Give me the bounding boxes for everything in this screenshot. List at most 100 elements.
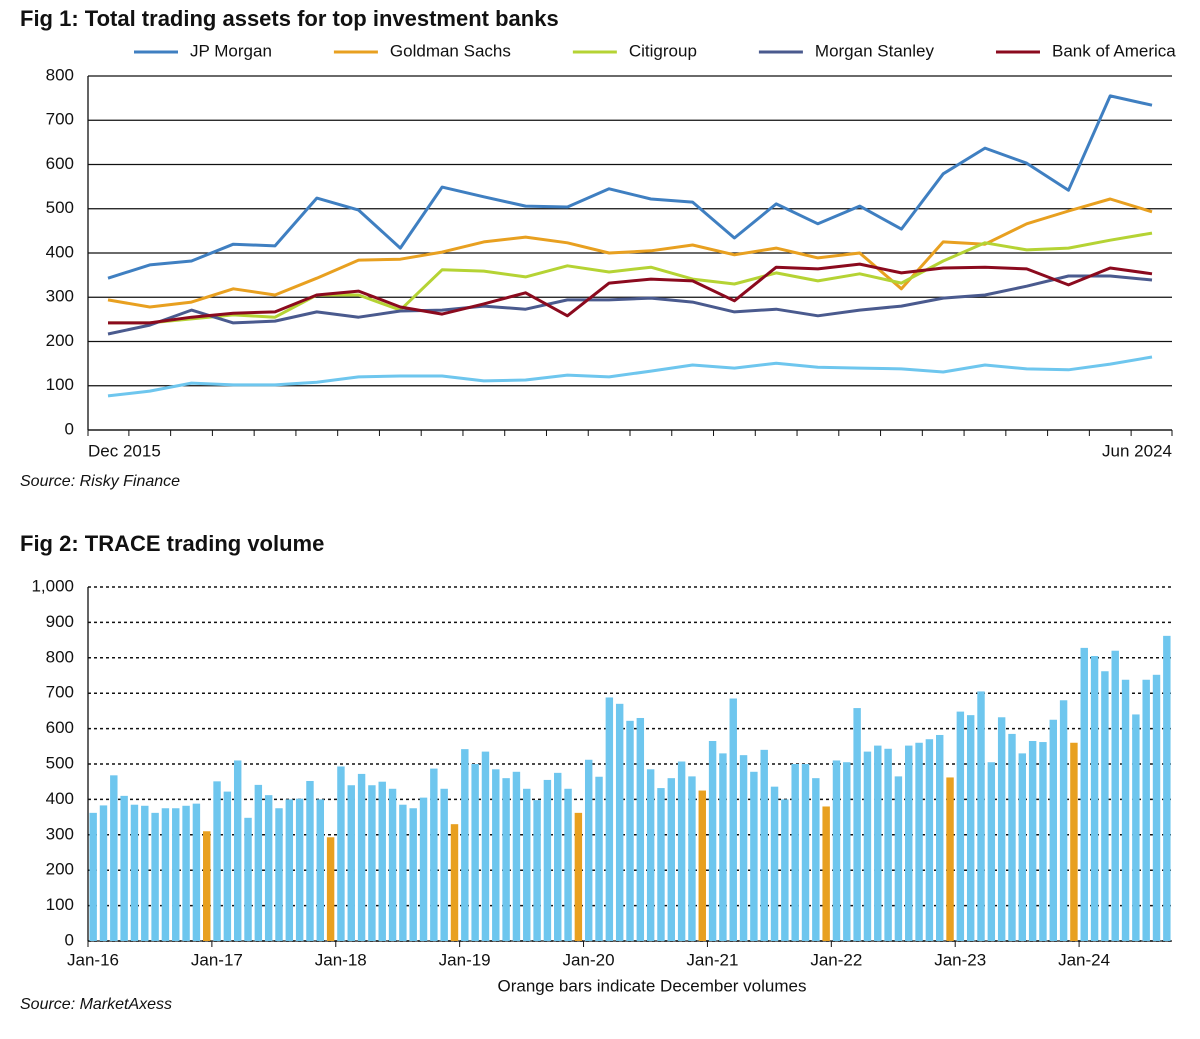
- bar: [657, 788, 665, 941]
- bar: [853, 708, 861, 941]
- bar: [512, 771, 521, 941]
- bar: [822, 806, 830, 941]
- bar: [110, 775, 118, 941]
- bar: [141, 805, 149, 941]
- bar: [1163, 635, 1171, 941]
- bar: [533, 800, 541, 941]
- y-tick-label: 200: [46, 331, 74, 350]
- bar: [1039, 742, 1047, 941]
- bar: [750, 771, 758, 941]
- y-tick-label: 700: [46, 110, 74, 129]
- bar: [698, 790, 706, 941]
- bar: [388, 788, 397, 941]
- bar: [182, 805, 190, 941]
- bar: [595, 776, 603, 941]
- bar: [461, 749, 469, 941]
- bar: [781, 799, 789, 941]
- chart-title: Fig 2: TRACE trading volume: [20, 531, 324, 556]
- bar: [719, 753, 727, 941]
- x-tick-label: Jan-18: [315, 950, 367, 969]
- legend-label: Goldman Sachs: [390, 41, 511, 60]
- bar: [337, 766, 345, 941]
- x-tick-label: Jan-24: [1058, 950, 1110, 969]
- legend-label: Bank of America: [1052, 41, 1176, 60]
- bar: [894, 776, 903, 941]
- y-tick-label: 700: [46, 683, 74, 702]
- line-series: [108, 231, 1153, 325]
- bar: [708, 740, 717, 941]
- bar: [492, 769, 500, 941]
- bar: [275, 808, 283, 941]
- bar: [368, 785, 376, 941]
- bar: [264, 795, 273, 941]
- bar: [946, 777, 954, 941]
- bar: [378, 781, 386, 941]
- bar: [120, 795, 128, 941]
- bar: [605, 697, 614, 941]
- bar: [285, 799, 294, 941]
- y-tick-label: 500: [46, 198, 74, 217]
- bar: [99, 805, 108, 941]
- bar: [1101, 671, 1109, 941]
- bar: [905, 745, 913, 941]
- y-tick-label: 900: [46, 612, 74, 631]
- bar: [646, 769, 655, 941]
- line-series: [108, 262, 1153, 325]
- bar: [306, 780, 314, 941]
- bar: [997, 717, 1006, 941]
- bar: [791, 764, 799, 941]
- bar: [1018, 753, 1027, 941]
- bar: [760, 749, 768, 941]
- bar: [192, 803, 201, 941]
- y-tick-label: 800: [46, 65, 74, 84]
- x-tick-label: Dec 2015: [88, 441, 161, 460]
- bar: [1142, 679, 1150, 941]
- x-tick-label: Jan-22: [810, 950, 862, 969]
- y-tick-label: 400: [46, 242, 74, 261]
- bar: [244, 817, 252, 941]
- bar: [832, 760, 841, 941]
- y-tick-label: 100: [46, 895, 74, 914]
- legend-label: Morgan Stanley: [815, 41, 935, 60]
- bar: [966, 715, 975, 941]
- bar: [357, 773, 366, 941]
- x-tick-label: Jan-16: [67, 950, 119, 969]
- bar: [688, 776, 696, 941]
- legend-label: Citigroup: [629, 41, 697, 60]
- bar: [636, 717, 645, 941]
- bar: [233, 760, 242, 941]
- y-tick-label: 300: [46, 287, 74, 306]
- x-tick-label: Jan-17: [191, 950, 243, 969]
- y-tick-label: 600: [46, 154, 74, 173]
- y-tick-label: 800: [46, 647, 74, 666]
- bar: [574, 812, 583, 941]
- y-tick-label: 1,000: [31, 576, 74, 595]
- bar: [399, 804, 407, 941]
- bar: [89, 812, 97, 941]
- bar: [161, 808, 170, 941]
- bar: [295, 798, 304, 941]
- bar: [1121, 679, 1130, 941]
- x-tick-label: Jun 2024: [1102, 441, 1172, 460]
- bar: [326, 837, 335, 941]
- bar: [915, 742, 923, 941]
- chart-title: Fig 1: Total trading assets for top inve…: [20, 6, 559, 31]
- bar: [172, 808, 180, 941]
- y-tick-label: 0: [65, 419, 74, 438]
- bar: [151, 812, 159, 941]
- bar: [450, 824, 459, 941]
- bar: [471, 764, 479, 941]
- line-series: [107, 274, 1153, 336]
- bar: [430, 768, 438, 941]
- bar: [254, 784, 263, 941]
- bar: [564, 788, 572, 941]
- bar: [1070, 742, 1078, 941]
- bar: [729, 698, 737, 941]
- bar: [316, 799, 325, 941]
- x-axis-label: Orange bars indicate December volumes: [498, 976, 807, 995]
- line-series: [107, 355, 1153, 398]
- bar: [502, 778, 510, 941]
- bar: [843, 762, 851, 941]
- bar: [130, 804, 139, 941]
